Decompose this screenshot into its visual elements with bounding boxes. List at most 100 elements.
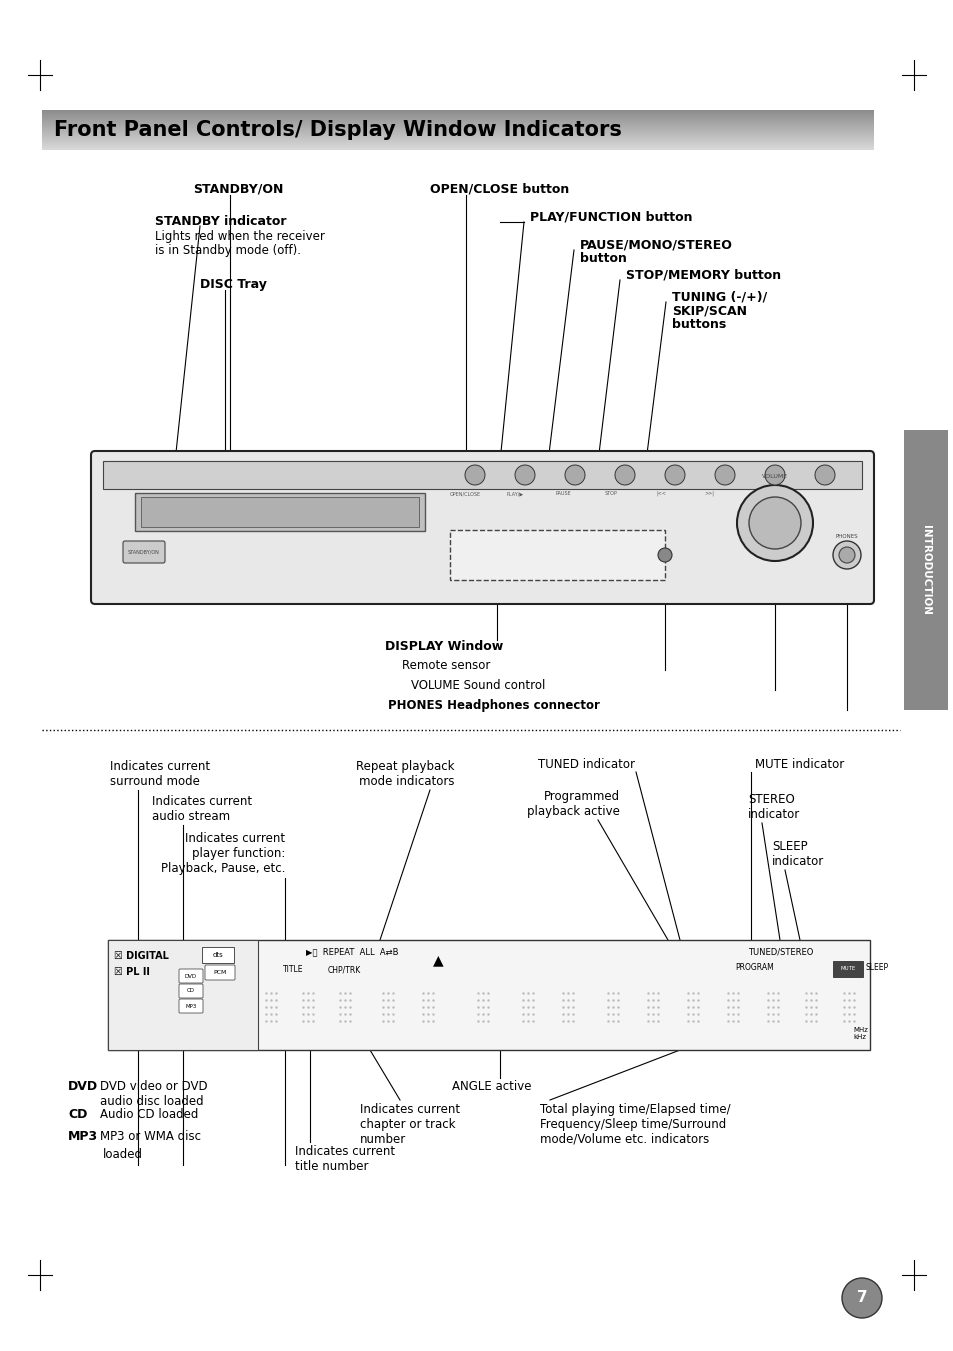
Text: audio disc loaded: audio disc loaded <box>100 1096 203 1108</box>
FancyBboxPatch shape <box>832 961 862 977</box>
Text: surround mode: surround mode <box>110 775 200 788</box>
Text: Indicates current: Indicates current <box>152 794 252 808</box>
Text: |<<: |<< <box>656 490 665 497</box>
Circle shape <box>714 465 734 485</box>
Bar <box>450 530 664 580</box>
Text: TUNED/STEREO: TUNED/STEREO <box>747 947 813 957</box>
Text: SLEEP: SLEEP <box>771 840 807 852</box>
Text: Indicates current: Indicates current <box>294 1146 395 1158</box>
Text: player function:: player function: <box>192 847 285 861</box>
Text: Playback, Pause, etc.: Playback, Pause, etc. <box>160 862 285 875</box>
Text: indicator: indicator <box>747 808 800 821</box>
Circle shape <box>615 465 635 485</box>
Text: VOLUME: VOLUME <box>761 474 787 480</box>
FancyBboxPatch shape <box>179 984 203 998</box>
Text: buttons: buttons <box>671 317 725 331</box>
FancyBboxPatch shape <box>202 947 233 963</box>
Text: Indicates current: Indicates current <box>359 1102 459 1116</box>
Text: TITLE: TITLE <box>283 966 303 974</box>
Text: PHONES Headphones connector: PHONES Headphones connector <box>388 698 599 712</box>
Text: CD: CD <box>187 989 194 993</box>
Bar <box>108 940 869 1050</box>
Text: mode/Volume etc. indicators: mode/Volume etc. indicators <box>539 1133 708 1146</box>
Text: Programmed: Programmed <box>543 790 619 802</box>
Text: number: number <box>359 1133 406 1146</box>
Text: loaded: loaded <box>103 1148 143 1161</box>
Text: OPEN/CLOSE button: OPEN/CLOSE button <box>430 182 569 196</box>
Text: STANDBY/ON: STANDBY/ON <box>193 182 283 196</box>
Text: STEREO: STEREO <box>747 793 794 807</box>
Text: DVD video or DVD: DVD video or DVD <box>100 1079 208 1093</box>
Text: audio stream: audio stream <box>152 811 230 823</box>
FancyBboxPatch shape <box>123 540 165 563</box>
Text: CD: CD <box>68 1108 88 1121</box>
Text: Remote sensor: Remote sensor <box>401 659 490 671</box>
Circle shape <box>838 547 854 563</box>
Circle shape <box>814 465 834 485</box>
Text: OPEN/CLOSE: OPEN/CLOSE <box>449 490 480 496</box>
Circle shape <box>464 465 484 485</box>
Text: indicator: indicator <box>771 855 823 867</box>
Text: title number: title number <box>294 1161 368 1173</box>
Circle shape <box>832 540 861 569</box>
Text: Indicates current: Indicates current <box>110 761 210 773</box>
Text: Indicates current: Indicates current <box>185 832 285 844</box>
Text: DISC Tray: DISC Tray <box>200 278 267 290</box>
Text: CHP/TRK: CHP/TRK <box>328 966 361 974</box>
Text: ▲: ▲ <box>433 952 443 967</box>
Text: MUTE indicator: MUTE indicator <box>754 758 843 771</box>
Text: is in Standby mode (off).: is in Standby mode (off). <box>154 245 301 257</box>
Text: STOP: STOP <box>604 490 617 496</box>
Text: INTRODUCTION: INTRODUCTION <box>920 526 930 615</box>
Text: PLAY/FUNCTION button: PLAY/FUNCTION button <box>530 209 692 223</box>
Text: DVD: DVD <box>68 1079 98 1093</box>
Text: PLAY/▶: PLAY/▶ <box>506 490 523 496</box>
Text: mode indicators: mode indicators <box>359 775 455 788</box>
Text: TUNING (-/+)/: TUNING (-/+)/ <box>671 290 766 303</box>
Bar <box>135 493 424 531</box>
Text: PAUSE: PAUSE <box>555 490 570 496</box>
Text: Total playing time/Elapsed time/: Total playing time/Elapsed time/ <box>539 1102 730 1116</box>
Text: MUTE: MUTE <box>840 966 855 971</box>
Text: TUNED indicator: TUNED indicator <box>537 758 635 771</box>
Text: PROGRAM: PROGRAM <box>734 963 773 973</box>
Text: ANGLE active: ANGLE active <box>452 1079 531 1093</box>
Text: STOP/MEMORY button: STOP/MEMORY button <box>625 267 781 281</box>
Text: dts: dts <box>213 952 223 958</box>
Text: button: button <box>579 253 626 265</box>
Bar <box>108 940 257 1050</box>
Text: ☒ DIGITAL: ☒ DIGITAL <box>113 951 169 961</box>
Text: 7: 7 <box>856 1290 866 1305</box>
FancyBboxPatch shape <box>179 998 203 1013</box>
Text: Lights red when the receiver: Lights red when the receiver <box>154 230 325 243</box>
Circle shape <box>764 465 784 485</box>
Text: PAUSE/MONO/STEREO: PAUSE/MONO/STEREO <box>579 238 732 251</box>
Text: VOLUME Sound control: VOLUME Sound control <box>410 680 544 692</box>
FancyBboxPatch shape <box>91 451 873 604</box>
Text: playback active: playback active <box>527 805 619 817</box>
Circle shape <box>748 497 801 549</box>
Text: ▶⏸  REPEAT  ALL  A⇄B: ▶⏸ REPEAT ALL A⇄B <box>306 947 398 957</box>
Circle shape <box>737 485 812 561</box>
Text: Audio CD loaded: Audio CD loaded <box>100 1108 198 1121</box>
Text: MP3 or WMA disc: MP3 or WMA disc <box>100 1129 201 1143</box>
Text: PHONES: PHONES <box>835 535 858 539</box>
Text: STANDBY indicator: STANDBY indicator <box>154 215 286 228</box>
Circle shape <box>515 465 535 485</box>
Bar <box>903 430 947 711</box>
FancyBboxPatch shape <box>179 969 203 984</box>
Text: DISPLAY Window: DISPLAY Window <box>385 640 503 653</box>
Circle shape <box>664 465 684 485</box>
Text: MP3: MP3 <box>185 1004 196 1008</box>
FancyBboxPatch shape <box>205 965 234 979</box>
Text: SLEEP: SLEEP <box>865 963 888 973</box>
Circle shape <box>658 549 671 562</box>
Text: DVD: DVD <box>185 974 197 978</box>
Text: >>|: >>| <box>703 490 713 497</box>
Text: MHz
kHz: MHz kHz <box>852 1027 867 1040</box>
Circle shape <box>564 465 584 485</box>
Text: ☒ PL II: ☒ PL II <box>113 967 150 977</box>
Text: STANDBY/ON: STANDBY/ON <box>128 550 160 554</box>
Text: Frequency/Sleep time/Surround: Frequency/Sleep time/Surround <box>539 1119 725 1131</box>
Circle shape <box>841 1278 882 1319</box>
